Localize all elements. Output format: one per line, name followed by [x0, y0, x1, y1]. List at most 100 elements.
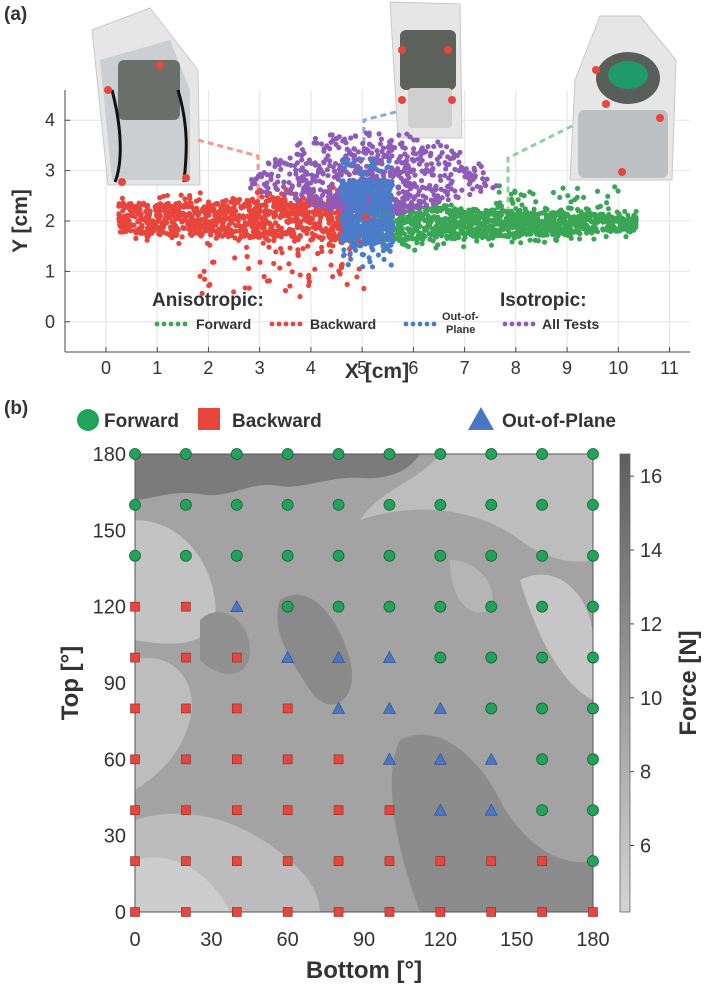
out-of-plane-point — [344, 161, 351, 167]
backward-marker — [588, 907, 598, 917]
panel-a-x-ticks: 0 1 2 3 4 5 6 7 8 9 10 11 — [101, 347, 679, 378]
backward-point — [187, 231, 193, 237]
out-of-plane-marker — [332, 650, 346, 663]
forward-point — [595, 204, 601, 210]
backward-point — [218, 205, 224, 211]
backward-point — [282, 210, 288, 216]
forward-point — [623, 234, 629, 240]
forward-point — [572, 197, 578, 203]
all-tests-point — [423, 203, 430, 209]
backward-point — [176, 240, 182, 247]
backward-point — [135, 202, 141, 208]
forward-marker — [485, 702, 498, 715]
legend-b-out-of-plane-label: Out-of-Plane — [502, 411, 616, 432]
backward-point — [207, 242, 213, 248]
forward-marker — [230, 448, 243, 460]
all-tests-point — [442, 159, 448, 166]
backward-point — [317, 219, 323, 225]
all-tests-point — [360, 140, 366, 147]
forward-point — [442, 226, 448, 232]
all-tests-point — [381, 153, 387, 160]
out-of-plane-point — [369, 244, 375, 251]
forward-point — [501, 233, 507, 239]
forward-point — [533, 199, 539, 205]
forward-point — [397, 231, 403, 237]
backward-marker — [130, 907, 140, 917]
forward-point — [485, 215, 491, 222]
backward-marker — [384, 805, 395, 816]
forward-point — [515, 197, 521, 203]
forward-point — [541, 232, 547, 238]
backward-point — [266, 197, 272, 204]
forward-point — [396, 238, 403, 244]
forward-point — [579, 224, 585, 230]
forward-marker — [485, 600, 498, 613]
all-tests-point — [312, 160, 318, 166]
forward-point — [545, 227, 551, 233]
panel-a-legend: Anisotropic: Isotropic: Forward Backward… — [152, 290, 600, 336]
backward-point — [328, 248, 334, 255]
out-of-plane-point — [350, 161, 356, 168]
backward-point — [273, 249, 279, 255]
all-tests-point — [355, 149, 362, 155]
backward-marker — [181, 754, 191, 765]
backward-point — [210, 227, 216, 234]
all-tests-point — [415, 192, 421, 198]
forward-marker — [129, 448, 141, 460]
all-tests-point — [467, 172, 473, 178]
forward-point — [397, 215, 403, 221]
panel-a-x-axis-title: X [cm] — [345, 360, 409, 383]
backward-point — [271, 260, 277, 267]
all-tests-point — [294, 151, 300, 157]
out-of-plane-point — [378, 227, 384, 233]
forward-point — [445, 207, 451, 213]
all-tests-point — [380, 145, 387, 151]
panel-b-x-ticks: 0 30 60 90 120 150 180 — [129, 929, 609, 951]
all-tests-point — [432, 186, 438, 192]
backward-point — [240, 204, 247, 210]
all-tests-point — [435, 139, 441, 145]
backward-point — [281, 203, 287, 209]
all-tests-point — [403, 158, 410, 164]
out-of-plane-point — [381, 256, 387, 262]
out-of-plane-point — [356, 156, 362, 162]
legend-isotropic-title: Isotropic: — [500, 290, 587, 311]
legend-out-of-plane-marker — [468, 407, 494, 430]
forward-point — [625, 218, 632, 224]
forward-point — [490, 217, 496, 223]
backward-point — [258, 214, 264, 221]
backward-point — [188, 227, 194, 233]
backward-point — [286, 227, 292, 233]
forward-point — [557, 218, 564, 225]
forward-point — [486, 211, 492, 217]
backward-marker — [181, 601, 191, 612]
all-tests-point — [452, 166, 458, 172]
backward-point — [219, 217, 226, 224]
backward-point — [295, 202, 301, 208]
forward-point — [399, 241, 406, 247]
y-tick-label: 2 — [45, 211, 55, 231]
backward-point — [236, 228, 243, 234]
backward-point — [315, 250, 321, 257]
out-of-plane-point — [377, 235, 383, 241]
legend-all-tests-label: All Tests — [542, 316, 600, 332]
b-y-tick-label: 90 — [104, 673, 126, 695]
colorbar-tick-label: 14 — [640, 540, 662, 562]
forward-point — [420, 215, 426, 221]
all-tests-point — [404, 170, 411, 176]
b-y-tick-label: 180 — [93, 444, 126, 466]
backward-point — [237, 223, 243, 229]
backward-point — [189, 213, 195, 220]
backward-point — [201, 268, 207, 274]
forward-point — [529, 226, 535, 232]
backward-point — [223, 205, 229, 212]
forward-marker — [587, 549, 599, 562]
all-tests-point — [311, 140, 317, 146]
all-tests-point — [419, 145, 425, 151]
backward-marker — [282, 907, 293, 917]
all-tests-point — [472, 168, 478, 174]
all-tests-point — [369, 172, 375, 178]
legend-backward-dots — [269, 321, 275, 327]
all-tests-point — [409, 156, 415, 163]
legend-all-tests-dots — [509, 321, 515, 327]
